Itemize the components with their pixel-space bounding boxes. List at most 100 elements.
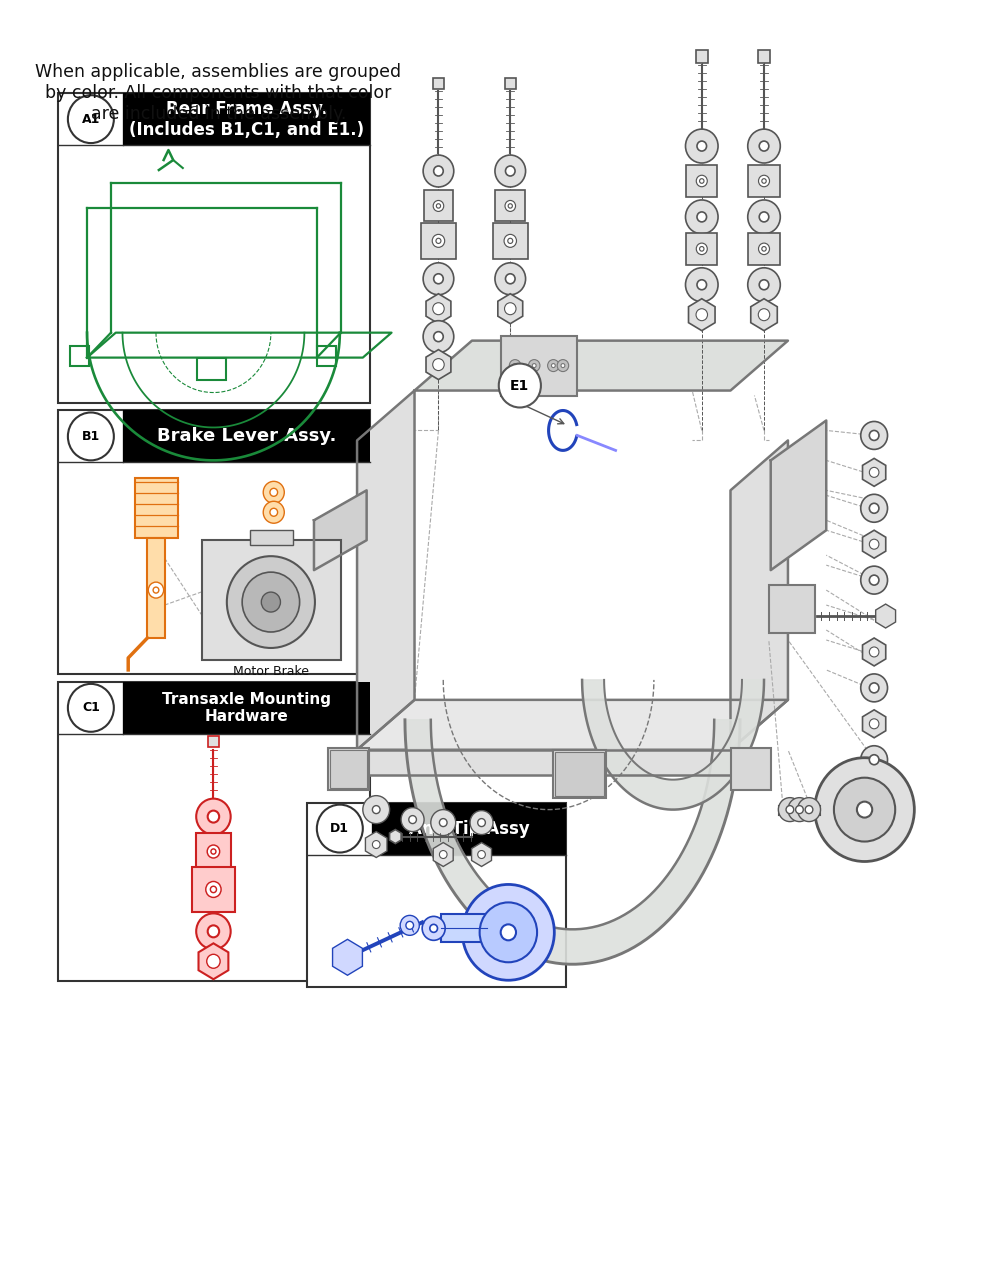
Polygon shape [731, 441, 788, 750]
Circle shape [436, 204, 441, 208]
Circle shape [148, 582, 164, 598]
Circle shape [685, 129, 718, 163]
Circle shape [700, 247, 704, 251]
Circle shape [798, 798, 821, 821]
Polygon shape [415, 341, 788, 390]
Text: D1: D1 [330, 822, 349, 835]
Polygon shape [771, 421, 826, 570]
Circle shape [196, 798, 231, 835]
Circle shape [431, 810, 456, 835]
Polygon shape [357, 699, 788, 750]
Circle shape [857, 802, 872, 817]
Circle shape [869, 431, 879, 441]
Bar [123, 94, 370, 146]
Text: Brake Lever Assy.: Brake Lever Assy. [157, 427, 336, 446]
Circle shape [68, 95, 114, 143]
Circle shape [696, 175, 707, 186]
Circle shape [528, 360, 540, 371]
Circle shape [834, 778, 895, 841]
Circle shape [861, 674, 888, 702]
Bar [135, 479, 178, 538]
Circle shape [748, 129, 780, 163]
Circle shape [869, 575, 879, 585]
Circle shape [206, 882, 221, 897]
Circle shape [270, 508, 278, 516]
Circle shape [501, 925, 516, 940]
Circle shape [759, 243, 770, 255]
Circle shape [68, 684, 114, 732]
Circle shape [462, 884, 554, 981]
Circle shape [697, 280, 707, 290]
Circle shape [805, 806, 813, 813]
Polygon shape [582, 680, 764, 810]
Circle shape [495, 262, 526, 295]
Circle shape [207, 954, 220, 968]
Circle shape [696, 309, 708, 321]
Circle shape [685, 200, 718, 234]
Circle shape [857, 802, 872, 817]
Circle shape [557, 360, 569, 371]
Bar [197, 357, 226, 380]
Circle shape [748, 267, 780, 302]
Circle shape [505, 274, 515, 284]
Bar [58, 411, 370, 674]
Circle shape [432, 234, 445, 247]
Circle shape [261, 592, 280, 612]
Circle shape [439, 850, 447, 859]
Text: E1: E1 [510, 379, 529, 393]
Circle shape [869, 468, 879, 478]
Circle shape [423, 321, 454, 352]
Circle shape [208, 925, 219, 938]
Circle shape [196, 914, 231, 949]
Circle shape [505, 200, 516, 212]
Polygon shape [357, 750, 731, 774]
Circle shape [68, 413, 114, 460]
Circle shape [532, 364, 536, 367]
Circle shape [317, 805, 363, 853]
Polygon shape [314, 490, 367, 570]
Circle shape [153, 587, 159, 593]
Circle shape [561, 364, 565, 367]
Circle shape [263, 481, 284, 503]
Circle shape [430, 925, 437, 933]
Bar [70, 346, 89, 366]
Circle shape [869, 755, 879, 765]
Bar [372, 802, 566, 854]
Circle shape [869, 540, 879, 549]
Text: Motor Brake: Motor Brake [233, 665, 309, 678]
Circle shape [270, 488, 278, 497]
Circle shape [869, 647, 879, 658]
Circle shape [759, 212, 769, 222]
Bar [501, 336, 577, 395]
Circle shape [208, 811, 219, 822]
Circle shape [696, 243, 707, 255]
Bar [250, 530, 293, 545]
Bar [555, 751, 604, 796]
Circle shape [263, 502, 284, 523]
Circle shape [869, 503, 879, 513]
Circle shape [508, 238, 513, 243]
Text: Rear Frame Assy.
(Includes B1,C1, and E1.): Rear Frame Assy. (Includes B1,C1, and E1… [129, 100, 364, 138]
Circle shape [762, 247, 766, 251]
Circle shape [372, 806, 380, 813]
Circle shape [210, 886, 216, 893]
Bar [58, 682, 370, 981]
Bar [328, 748, 369, 789]
Circle shape [434, 332, 443, 342]
Circle shape [513, 364, 517, 367]
Circle shape [508, 204, 512, 208]
Circle shape [548, 360, 559, 371]
Circle shape [504, 234, 516, 247]
Circle shape [499, 364, 541, 408]
Circle shape [869, 718, 879, 729]
Bar [147, 538, 165, 639]
Circle shape [759, 175, 770, 186]
Circle shape [470, 811, 493, 835]
Text: C1: C1 [82, 702, 100, 715]
Circle shape [786, 806, 794, 813]
Circle shape [509, 360, 521, 371]
Circle shape [242, 573, 300, 632]
Circle shape [434, 166, 443, 176]
Bar [123, 411, 370, 462]
Circle shape [478, 818, 485, 826]
